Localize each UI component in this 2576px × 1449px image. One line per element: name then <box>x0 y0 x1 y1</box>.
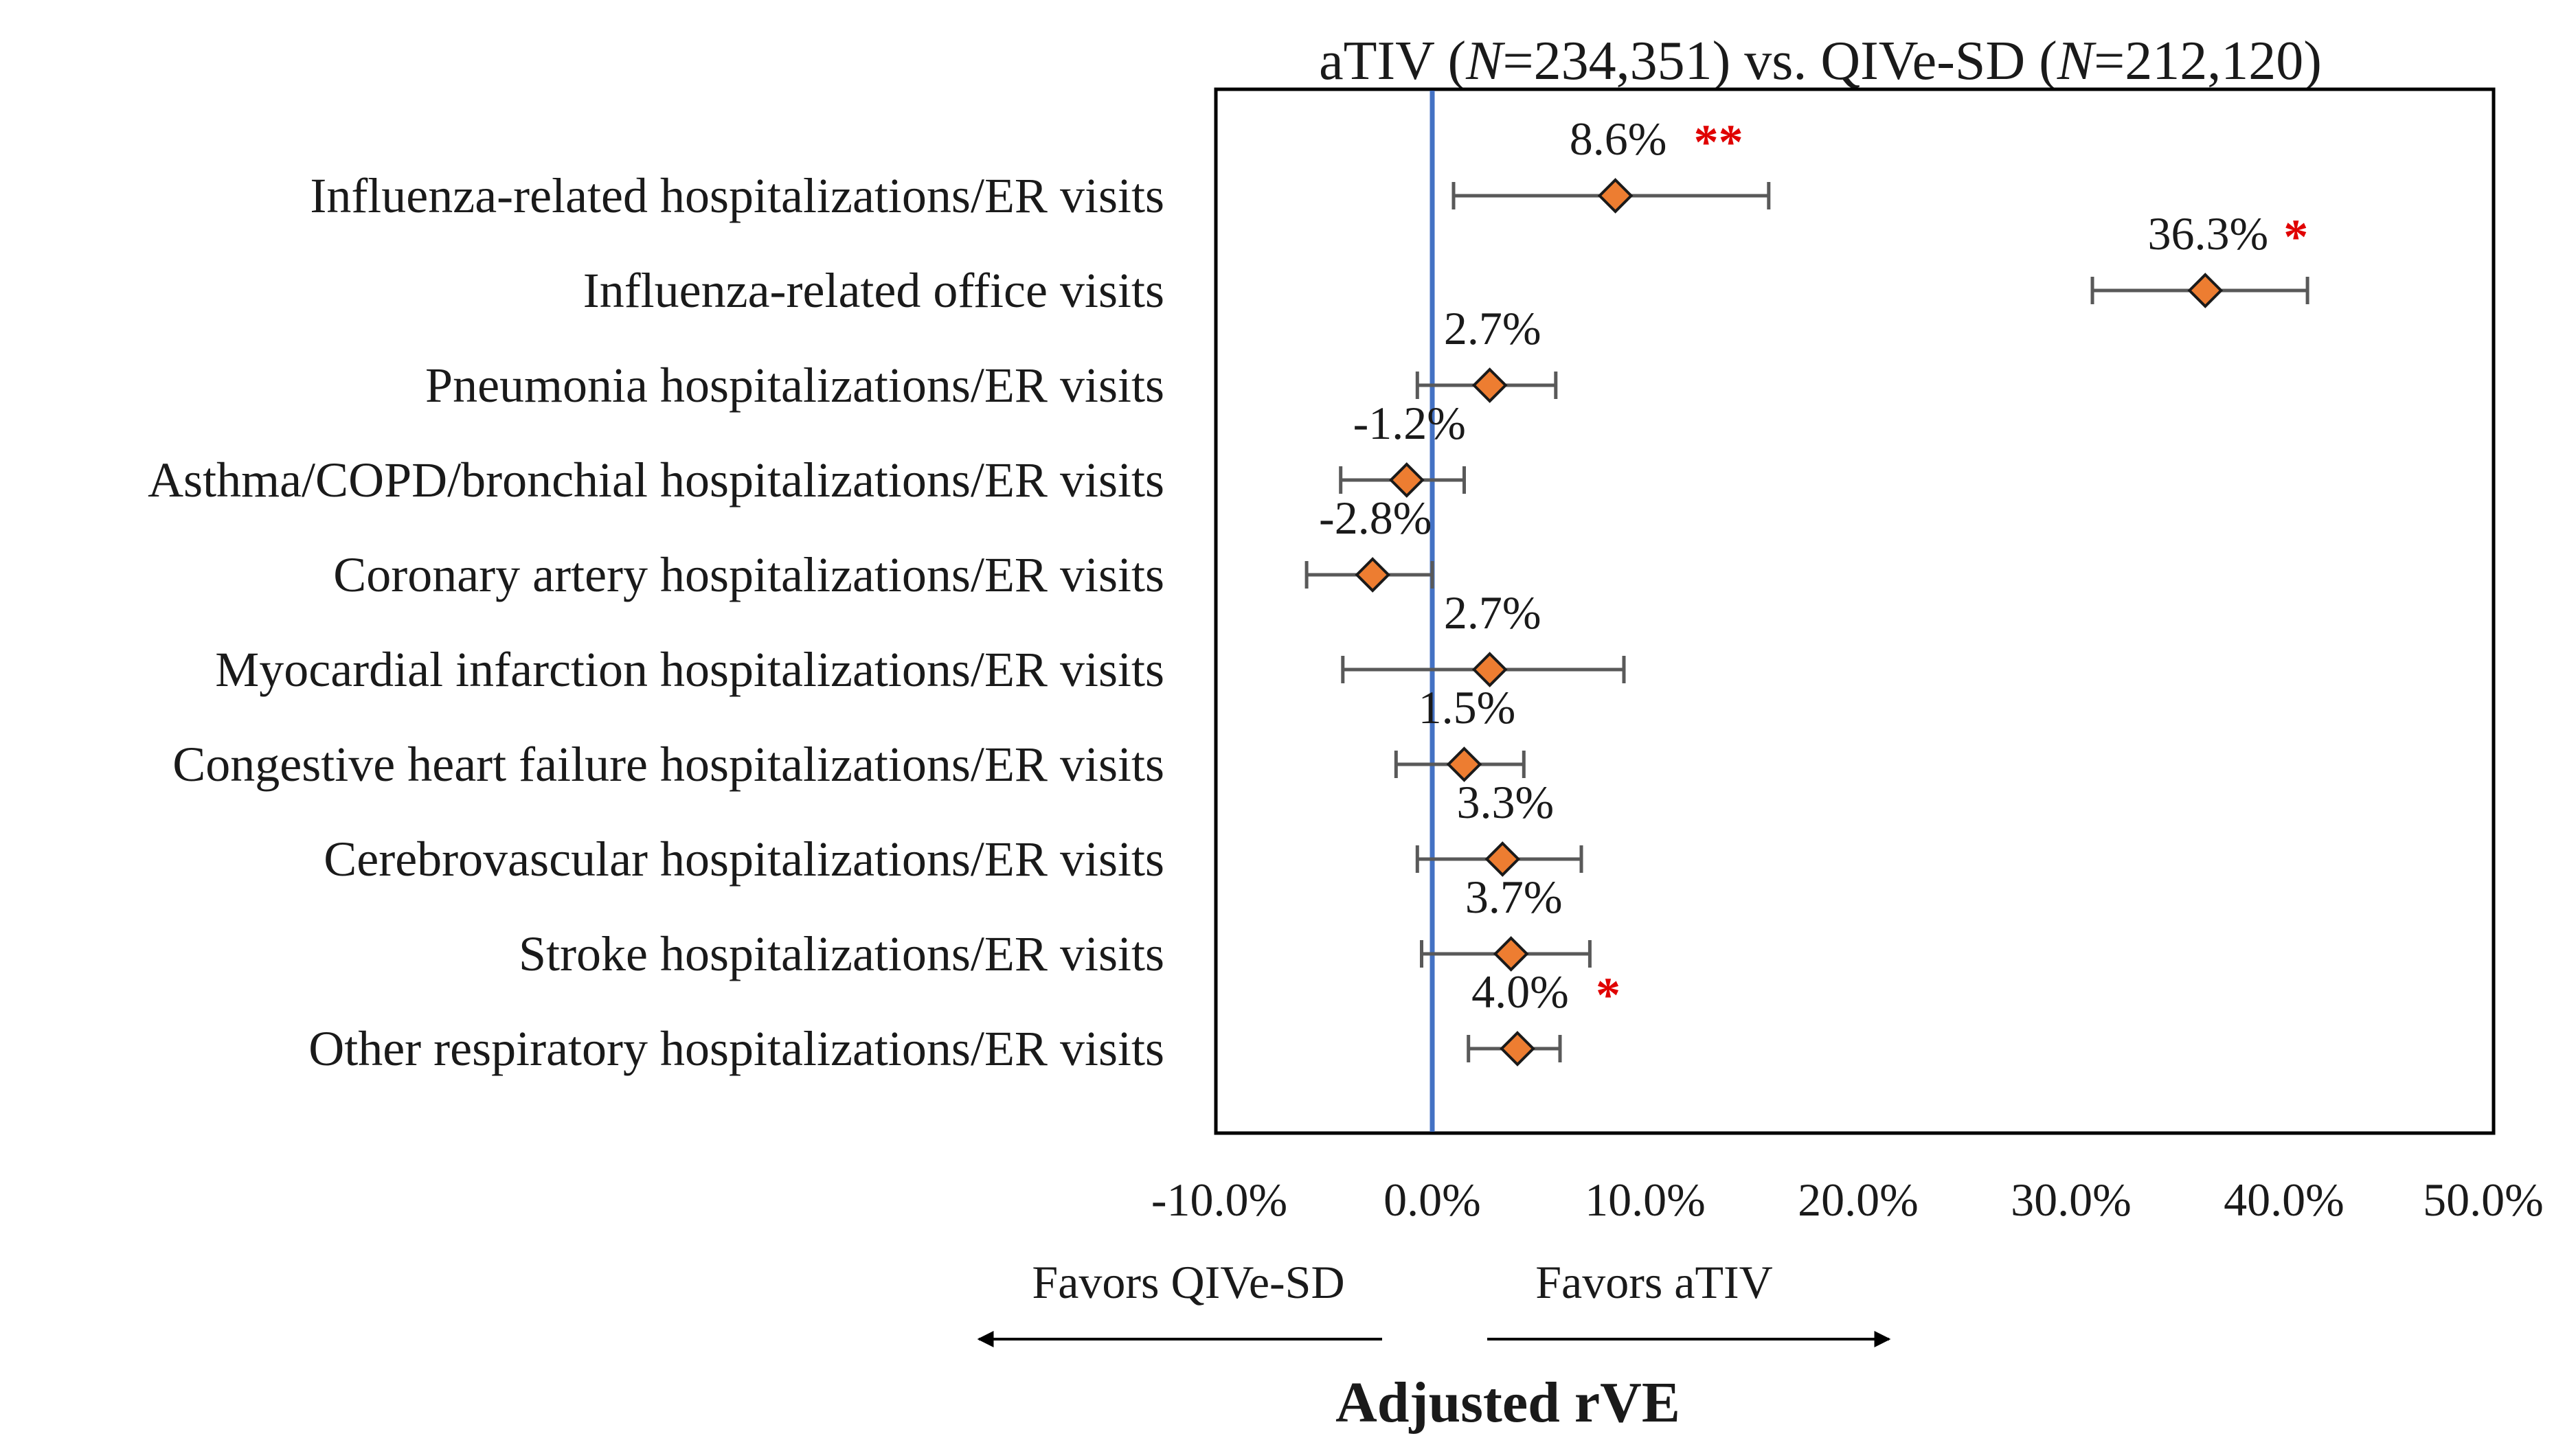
category-label: Myocardial infarction hospitalizations/E… <box>215 642 1164 697</box>
point-estimate-marker <box>1388 462 1425 498</box>
x-axis-title: Adjusted rVE <box>1335 1371 1680 1435</box>
significance-marker: ** <box>1694 115 1743 170</box>
category-label: Stroke hospitalizations/ER visits <box>519 926 1164 981</box>
point-estimate-marker <box>1355 557 1391 593</box>
x-tick-label: 0.0% <box>1383 1174 1481 1226</box>
data-label: 3.3% <box>1456 776 1554 828</box>
x-tick-label: 40.0% <box>2224 1174 2345 1226</box>
forest-row: Congestive heart failure hospitalization… <box>172 681 1526 792</box>
forest-row: Stroke hospitalizations/ER visits 3.7% <box>519 871 1592 981</box>
category-label: Coronary artery hospitalizations/ER visi… <box>333 547 1164 602</box>
data-label: 3.7% <box>1465 871 1563 923</box>
data-label: 1.5% <box>1419 681 1516 733</box>
point-estimate-marker <box>2187 273 2224 308</box>
forest-row: Coronary artery hospitalizations/ER visi… <box>333 492 1434 602</box>
x-tick-label: 50.0% <box>2423 1174 2544 1226</box>
point-estimate-marker <box>1446 746 1482 782</box>
point-estimate-marker <box>1500 1031 1535 1066</box>
category-label: Other respiratory hospitalizations/ER vi… <box>308 1021 1164 1076</box>
data-label: 36.3% <box>2147 207 2268 260</box>
point-estimate-marker <box>1484 841 1521 877</box>
category-label: Influenza-related office visits <box>583 263 1164 318</box>
chart-title: aTIV (N=234,351) vs. QIVe-SD (N=212,120) <box>1319 31 2322 91</box>
point-estimate-marker <box>1471 652 1508 687</box>
point-estimate-marker <box>1597 178 1634 214</box>
category-label: Asthma/COPD/bronchial hospitalizations/E… <box>148 453 1164 507</box>
point-estimate-marker <box>1493 936 1529 972</box>
data-label: 8.6% <box>1570 113 1667 165</box>
data-label: 2.7% <box>1444 586 1541 639</box>
forest-row: Cerebrovascular hospitalizations/ER visi… <box>324 776 1583 887</box>
data-label: -1.2% <box>1353 397 1466 449</box>
forest-row: Influenza-related office visits 36.3% * <box>583 207 2309 318</box>
favors-left-label: Favors QIVe-SD <box>1032 1256 1344 1308</box>
plot-frame <box>1214 87 2496 1135</box>
forest-row: Pneumonia hospitalizations/ER visits 2.7% <box>425 302 1558 413</box>
data-label: 2.7% <box>1444 302 1541 354</box>
data-label: -2.8% <box>1319 492 1432 544</box>
category-label: Congestive heart failure hospitalization… <box>172 737 1164 792</box>
category-label: Pneumonia hospitalizations/ER visits <box>425 358 1164 413</box>
point-estimate-marker <box>1471 367 1508 403</box>
data-label: 4.0% <box>1471 966 1569 1018</box>
x-tick-label: 20.0% <box>1798 1174 1919 1226</box>
forest-row: Influenza-related hospitalizations/ER vi… <box>310 113 1771 223</box>
significance-marker: * <box>1596 968 1620 1023</box>
favors-right-label: Favors aTIV <box>1535 1256 1773 1308</box>
forest-row: Asthma/COPD/bronchial hospitalizations/E… <box>148 397 1466 507</box>
significance-marker: * <box>2283 209 2308 264</box>
forest-row: Other respiratory hospitalizations/ER vi… <box>308 966 1620 1076</box>
x-tick-label: -10.0% <box>1151 1174 1287 1226</box>
x-tick-label: 10.0% <box>1585 1174 1706 1226</box>
category-label: Influenza-related hospitalizations/ER vi… <box>310 168 1164 223</box>
category-label: Cerebrovascular hospitalizations/ER visi… <box>324 832 1164 887</box>
x-tick-label: 30.0% <box>2011 1174 2132 1226</box>
forest-row: Myocardial infarction hospitalizations/E… <box>215 586 1626 697</box>
